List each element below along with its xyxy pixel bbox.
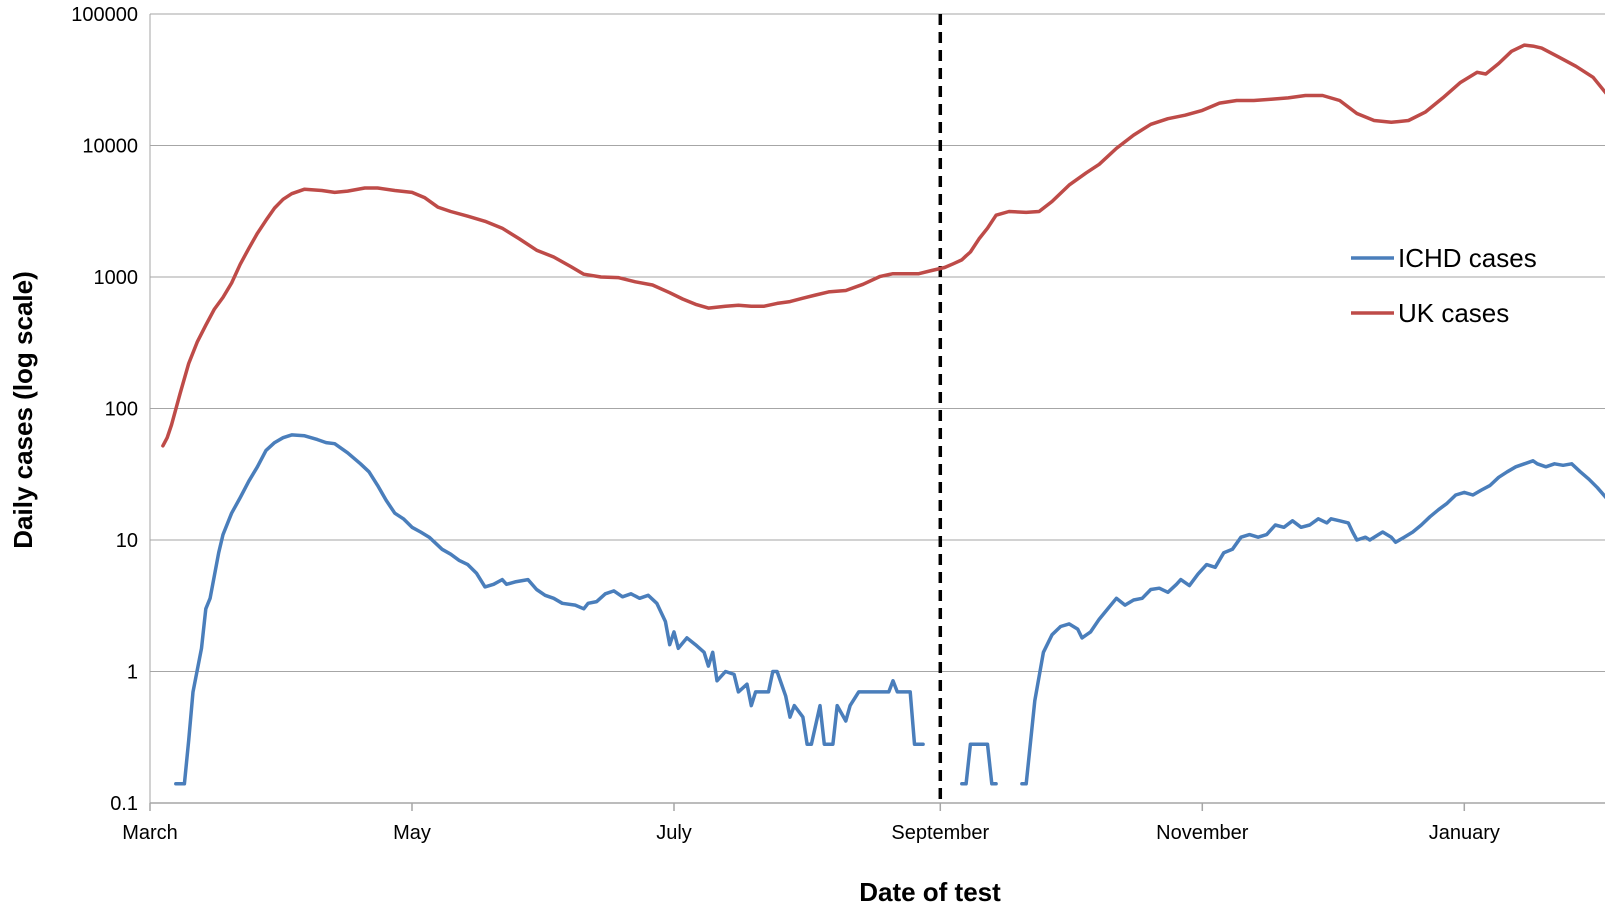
x-tick-label: November [1156, 822, 1249, 844]
ichd-cases-series [174, 433, 1605, 786]
x-tick-label: January [1429, 822, 1500, 844]
legend-label: ICHD cases [1398, 243, 1537, 273]
x-tick-label: September [891, 822, 989, 844]
y-tick-label: 1 [127, 662, 138, 684]
x-tick-label: July [656, 822, 692, 844]
x-tick-label: May [393, 822, 431, 844]
y-tick-label: 100000 [71, 4, 138, 26]
gridlines [149, 13, 1605, 804]
y-tick-label: 1000 [94, 267, 139, 289]
uk-cases-line [161, 43, 1605, 448]
y-tick-label: 10 [116, 530, 138, 552]
y-tick-label: 100 [105, 399, 138, 421]
legend-label: UK cases [1398, 298, 1509, 328]
x-axis-title: Date of test [859, 877, 1001, 907]
y-tick-label: 10000 [82, 136, 138, 158]
series-layer [161, 43, 1605, 786]
x-axis [149, 802, 1605, 811]
ichd-cases-line [174, 433, 925, 786]
ichd-cases-line [1020, 459, 1605, 786]
y-axis-ticks: 0.1 1 10 100 1000 10000 100000 [71, 4, 138, 815]
uk-cases-series [161, 43, 1605, 448]
ichd-cases-line [960, 742, 998, 786]
x-axis-ticks: March May July September November January [122, 822, 1500, 844]
x-tick-label: March [122, 822, 178, 844]
y-axis-title: Daily cases (log scale) [8, 271, 38, 548]
legend: ICHD cases UK cases [1351, 243, 1537, 328]
y-tick-label: 0.1 [110, 793, 138, 815]
